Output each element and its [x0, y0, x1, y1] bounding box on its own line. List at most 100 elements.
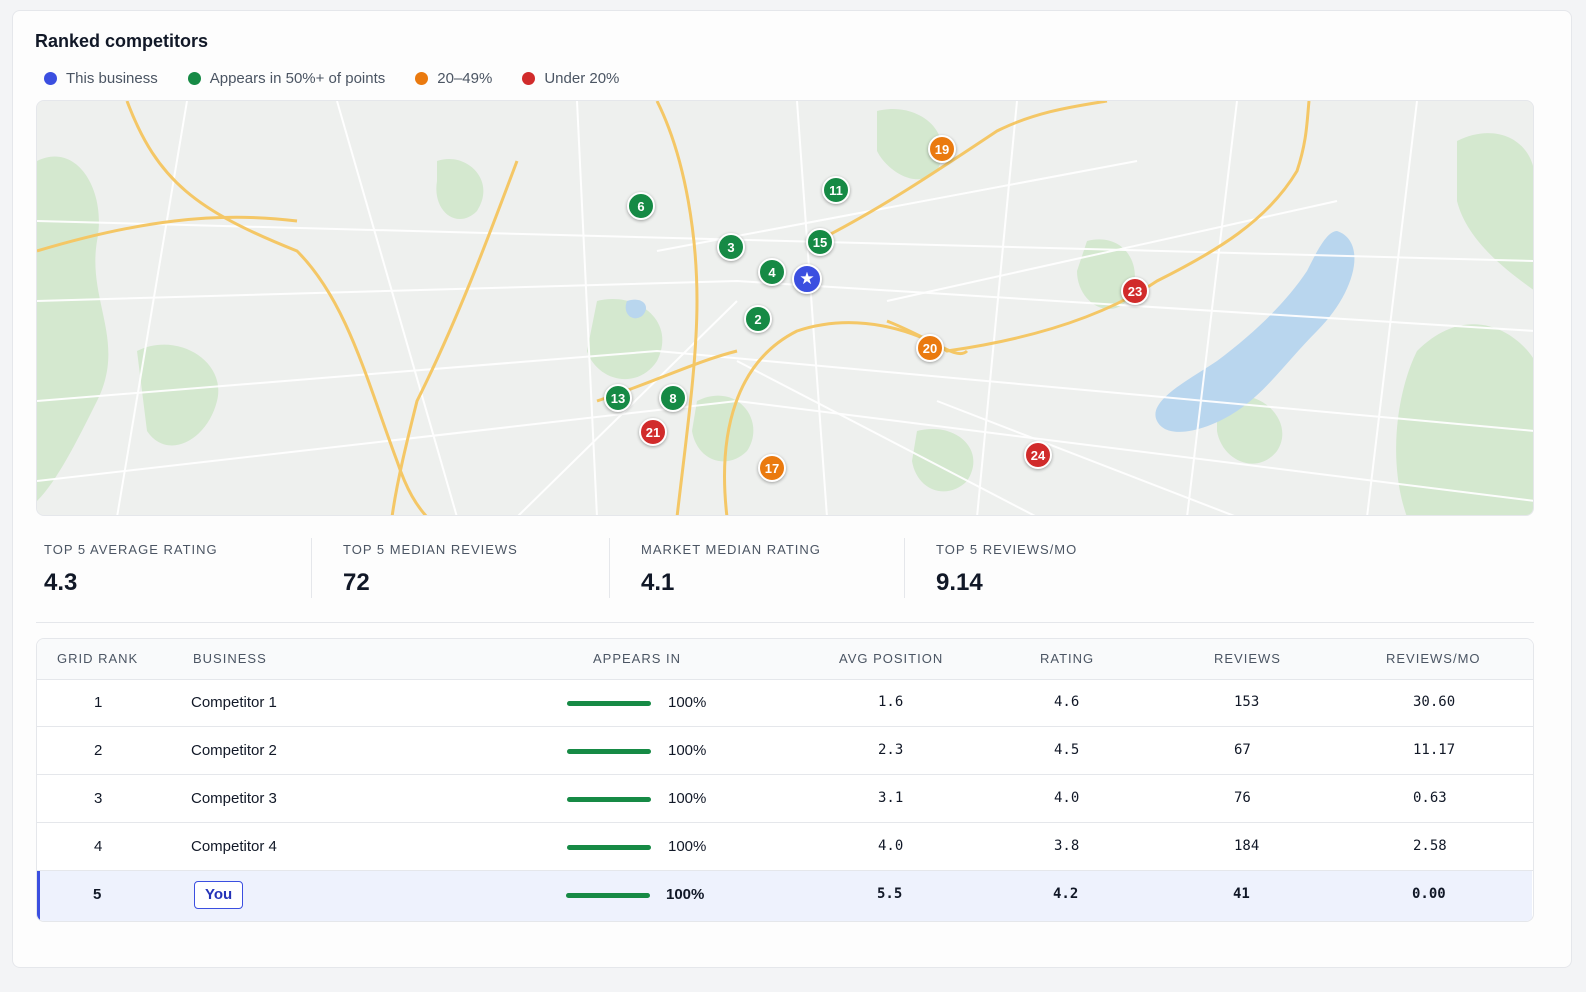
competitor-pin-17[interactable]: 17	[758, 454, 786, 482]
red-dot-icon	[522, 72, 536, 85]
competitor-pin-3[interactable]: 3	[717, 233, 745, 261]
legend-item-20-49: 20–49%	[415, 70, 492, 87]
highways	[37, 101, 1311, 515]
reviews: 184	[1234, 838, 1260, 854]
rating: 4.6	[1054, 694, 1080, 710]
business-name: Competitor 1	[191, 694, 277, 711]
appears-percent: 100%	[668, 838, 707, 855]
appears-bar	[567, 701, 651, 706]
header-grid-rank[interactable]: GRID RANK	[57, 651, 139, 666]
legend-label: 20–49%	[437, 70, 493, 87]
legend-label: Appears in 50%+ of points	[209, 70, 386, 87]
stat-value: 4.3	[44, 569, 78, 596]
stat-value: 9.14	[936, 569, 983, 596]
header-avg-position[interactable]: AVG POSITION	[839, 651, 944, 666]
green-dot-icon	[187, 72, 201, 85]
rating: 4.2	[1053, 886, 1079, 902]
map-background	[37, 101, 1533, 515]
park-areas	[37, 109, 1533, 515]
reviews: 153	[1234, 694, 1260, 710]
business-name: Competitor 4	[191, 838, 277, 855]
header-business[interactable]: BUSINESS	[193, 651, 267, 666]
avg-position: 4.0	[878, 838, 904, 854]
stat-divider	[311, 538, 312, 598]
map-legend: This business Appears in 50%+ of points …	[44, 70, 649, 87]
avg-position: 3.1	[878, 790, 904, 806]
competitor-pin-21[interactable]: 21	[639, 418, 667, 446]
avg-position: 5.5	[877, 886, 903, 902]
competitors-table: GRID RANK BUSINESS APPEARS IN AVG POSITI…	[36, 638, 1534, 922]
this-business-pin[interactable]: ★	[792, 264, 822, 294]
stat-divider	[609, 538, 610, 598]
competitor-pin-13[interactable]: 13	[604, 384, 632, 412]
appears-bar-fill	[567, 749, 651, 754]
table-row[interactable]: 4 Competitor 4 100% 4.0 3.8 184 2.58	[37, 823, 1533, 871]
rating: 3.8	[1054, 838, 1080, 854]
avg-position: 1.6	[878, 694, 904, 710]
table-row-you[interactable]: 5 You 100% 5.5 4.2 41 0.00	[37, 871, 1532, 921]
competitor-pin-23[interactable]: 23	[1121, 277, 1149, 305]
appears-percent: 100%	[668, 742, 707, 759]
orange-dot-icon	[415, 72, 429, 85]
section-title: Ranked competitors	[35, 31, 209, 51]
competitor-pin-20[interactable]: 20	[916, 334, 944, 362]
grid-rank: 2	[94, 742, 103, 759]
header-rating[interactable]: RATING	[1040, 651, 1095, 666]
competitor-pin-4[interactable]: 4	[758, 258, 786, 286]
reviews: 41	[1233, 886, 1250, 902]
table-row[interactable]: 1 Competitor 1 100% 1.6 4.6 153 30.60	[37, 679, 1533, 727]
appears-bar-fill	[567, 845, 651, 850]
grid-rank: 4	[94, 838, 103, 855]
stat-label: TOP 5 MEDIAN REVIEWS	[343, 542, 518, 557]
appears-bar	[567, 845, 651, 850]
reviews-per-month: 11.17	[1413, 742, 1456, 758]
table-row[interactable]: 2 Competitor 2 100% 2.3 4.5 67 11.17	[37, 727, 1533, 775]
legend-item-this-business: This business	[44, 70, 158, 87]
stat-label: TOP 5 AVERAGE RATING	[44, 542, 218, 557]
legend-item-under-20: Under 20%	[522, 70, 619, 87]
stat-label: TOP 5 REVIEWS/MO	[936, 542, 1078, 557]
table-header: GRID RANK BUSINESS APPEARS IN AVG POSITI…	[37, 639, 1533, 680]
grid-rank: 3	[94, 790, 103, 807]
competitor-pin-8[interactable]: 8	[659, 384, 687, 412]
appears-bar	[566, 893, 650, 898]
you-badge: You	[194, 881, 244, 909]
reviews-per-month: 30.60	[1413, 694, 1456, 710]
appears-bar-fill	[567, 797, 651, 802]
reviews-per-month: 0.63	[1413, 790, 1447, 806]
reviews: 67	[1234, 742, 1251, 758]
header-reviews-per-month[interactable]: REVIEWS/MO	[1386, 651, 1481, 666]
stat-value: 4.1	[641, 569, 675, 596]
grid-rank: 1	[94, 694, 103, 711]
competitor-pin-15[interactable]: 15	[806, 228, 834, 256]
stat-label: MARKET MEDIAN RATING	[641, 542, 821, 557]
competitor-pin-24[interactable]: 24	[1024, 441, 1052, 469]
stat-top5-average-rating: TOP 5 AVERAGE RATING 4.3	[44, 536, 218, 598]
legend-label: This business	[66, 70, 158, 87]
competitor-pin-6[interactable]: 6	[627, 192, 655, 220]
appears-percent: 100%	[668, 790, 707, 807]
appears-percent: 100%	[668, 694, 707, 711]
legend-label: Under 20%	[544, 70, 620, 87]
stat-market-median-rating: MARKET MEDIAN RATING 4.1	[641, 536, 821, 598]
reviews-per-month: 0.00	[1412, 886, 1446, 902]
header-appears-in[interactable]: APPEARS IN	[593, 651, 682, 666]
competitor-map[interactable]: 6 11 19 3 15 4 ★ 23 2 20 13 8 21 17 24	[36, 100, 1534, 516]
legend-item-50-plus: Appears in 50%+ of points	[187, 70, 386, 87]
header-reviews[interactable]: REVIEWS	[1214, 651, 1281, 666]
appears-bar	[567, 797, 651, 802]
appears-bar-fill	[567, 701, 651, 706]
competitor-pin-19[interactable]: 19	[928, 135, 956, 163]
grid-rank: 5	[93, 886, 102, 903]
business-name: Competitor 3	[191, 790, 277, 807]
blue-dot-icon	[44, 72, 57, 85]
table-row[interactable]: 3 Competitor 3 100% 3.1 4.0 76 0.63	[37, 775, 1533, 823]
competitor-pin-2[interactable]: 2	[744, 305, 772, 333]
stat-top5-reviews-per-month: TOP 5 REVIEWS/MO 9.14	[936, 536, 1077, 598]
avg-position: 2.3	[878, 742, 904, 758]
stats-row: TOP 5 AVERAGE RATING 4.3 TOP 5 MEDIAN RE…	[36, 536, 1534, 623]
reviews: 76	[1234, 790, 1251, 806]
competitor-pin-11[interactable]: 11	[822, 176, 850, 204]
business-name: Competitor 2	[191, 742, 277, 759]
water-areas	[625, 231, 1355, 432]
